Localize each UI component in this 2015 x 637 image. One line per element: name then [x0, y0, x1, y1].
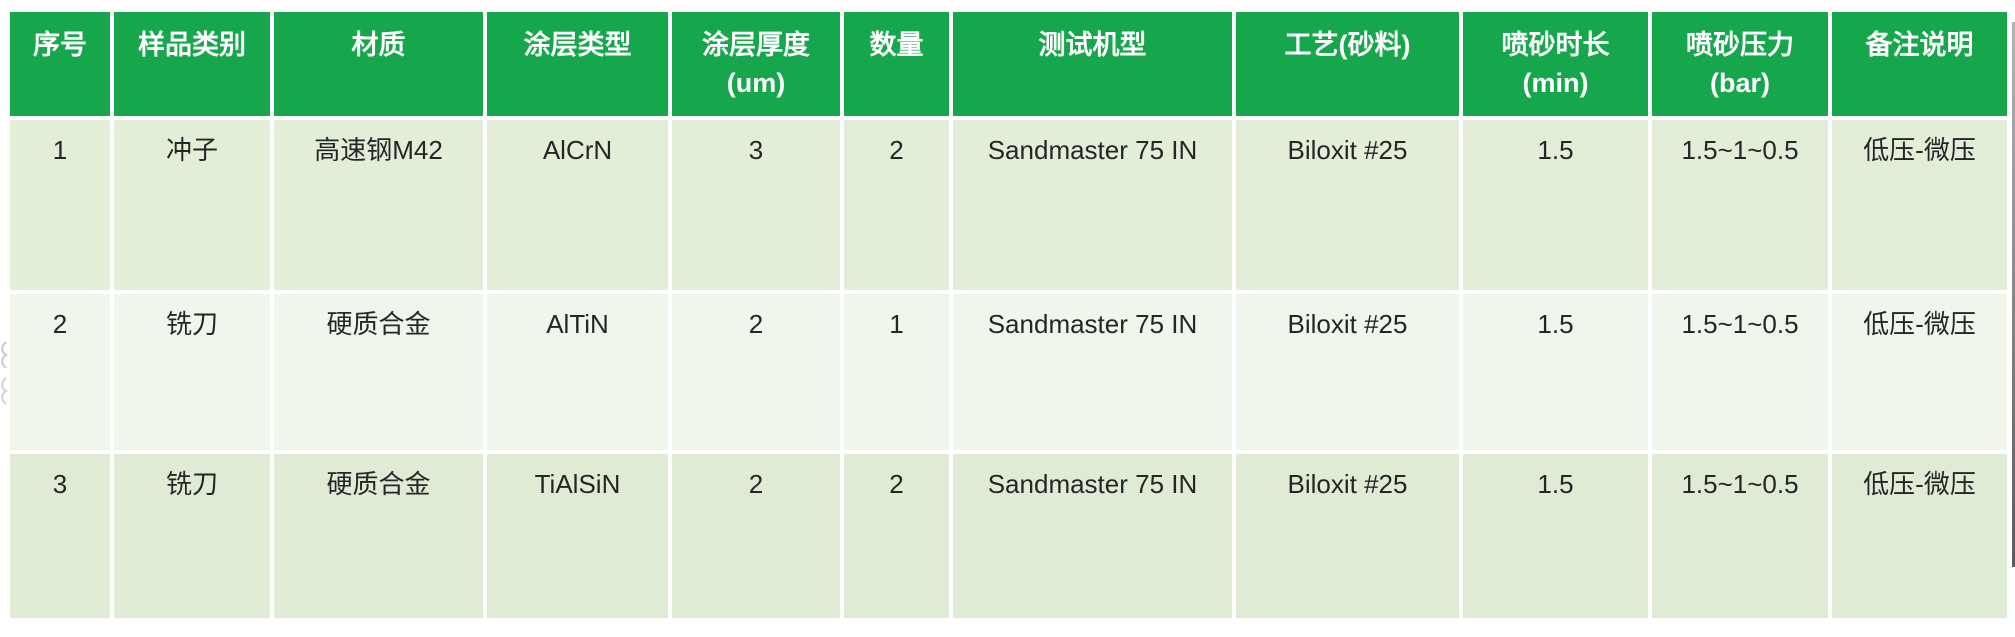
screen-edge-line	[2012, 22, 2015, 567]
col-header-coating-type: 涂层类型	[487, 12, 668, 116]
cell-coating-type: TiAlSiN	[487, 454, 668, 618]
table-header-row: 序号 样品类别 材质 涂层类型 涂层厚度 (um) 数量 测试机型 工艺(砂料) …	[10, 12, 2007, 116]
cell-quantity: 2	[844, 120, 949, 290]
cell-test-machine: Sandmaster 75 IN	[953, 294, 1232, 450]
col-header-label: 工艺(砂料)	[1284, 30, 1411, 60]
sandblasting-test-table: 序号 样品类别 材质 涂层类型 涂层厚度 (um) 数量 测试机型 工艺(砂料) …	[6, 8, 2011, 622]
col-header-label: 数量	[869, 30, 924, 60]
left-edge-pen-mark	[1, 341, 8, 405]
cell-serial: 3	[10, 454, 110, 618]
col-header-unit: (bar)	[1710, 67, 1770, 98]
cell-sample-category: 铣刀	[114, 294, 270, 450]
col-header-blast-pressure: 喷砂压力 (bar)	[1652, 12, 1828, 116]
cell-blast-duration: 1.5	[1463, 454, 1648, 618]
cell-serial: 2	[10, 294, 110, 450]
col-header-remarks: 备注说明	[1832, 12, 2007, 116]
col-header-label: 序号	[33, 30, 87, 60]
cell-remarks: 低压-微压	[1832, 120, 2007, 290]
col-header-label: 喷砂压力	[1686, 30, 1794, 60]
col-header-blast-duration: 喷砂时长 (min)	[1463, 12, 1648, 116]
cell-blast-pressure: 1.5~1~0.5	[1652, 454, 1828, 618]
cell-quantity: 2	[844, 454, 949, 618]
col-header-quantity: 数量	[844, 12, 949, 116]
cell-blast-pressure: 1.5~1~0.5	[1652, 120, 1828, 290]
col-header-material: 材质	[274, 12, 483, 116]
col-header-coating-thickness: 涂层厚度 (um)	[672, 12, 840, 116]
col-header-test-machine: 测试机型	[953, 12, 1232, 116]
cell-material: 高速钢M42	[274, 120, 483, 290]
col-header-label: 涂层厚度	[702, 30, 810, 60]
cell-quantity: 1	[844, 294, 949, 450]
table-row: 2 铣刀 硬质合金 AlTiN 2 1 Sandmaster 75 IN Bil…	[10, 294, 2007, 450]
col-header-label: 样品类别	[138, 30, 246, 60]
cell-test-machine: Sandmaster 75 IN	[953, 454, 1232, 618]
col-header-label: 涂层类型	[523, 30, 632, 60]
table-row: 3 铣刀 硬质合金 TiAlSiN 2 2 Sandmaster 75 IN B…	[10, 454, 2007, 618]
cell-process-abrasive: Biloxit #25	[1236, 454, 1459, 618]
cell-process-abrasive: Biloxit #25	[1236, 294, 1459, 450]
col-header-process-abrasive: 工艺(砂料)	[1236, 12, 1459, 116]
col-header-unit: (min)	[1522, 67, 1589, 98]
col-header-label: 材质	[351, 30, 406, 60]
cell-material: 硬质合金	[274, 454, 483, 618]
cell-material: 硬质合金	[274, 294, 483, 450]
col-header-label: 测试机型	[1038, 30, 1147, 60]
col-header-label: 喷砂时长	[1501, 30, 1610, 60]
col-header-label: 备注说明	[1865, 30, 1974, 60]
cell-remarks: 低压-微压	[1832, 454, 2007, 618]
cell-process-abrasive: Biloxit #25	[1236, 120, 1459, 290]
cell-blast-pressure: 1.5~1~0.5	[1652, 294, 1828, 450]
cell-test-machine: Sandmaster 75 IN	[953, 120, 1232, 290]
cell-coating-type: AlTiN	[487, 294, 668, 450]
cell-remarks: 低压-微压	[1832, 294, 2007, 450]
col-header-serial: 序号	[10, 12, 110, 116]
col-header-sample-category: 样品类别	[114, 12, 270, 116]
cell-sample-category: 冲子	[114, 120, 270, 290]
cell-blast-duration: 1.5	[1463, 294, 1648, 450]
cell-coating-type: AlCrN	[487, 120, 668, 290]
table-row: 1 冲子 高速钢M42 AlCrN 3 2 Sandmaster 75 IN B…	[10, 120, 2007, 290]
cell-coating-thickness: 2	[672, 294, 840, 450]
cell-serial: 1	[10, 120, 110, 290]
cell-sample-category: 铣刀	[114, 454, 270, 618]
cell-blast-duration: 1.5	[1463, 120, 1648, 290]
cell-coating-thickness: 3	[672, 120, 840, 290]
cell-coating-thickness: 2	[672, 454, 840, 618]
sandblasting-test-table-wrap: 序号 样品类别 材质 涂层类型 涂层厚度 (um) 数量 测试机型 工艺(砂料) …	[6, 8, 2011, 622]
col-header-unit: (um)	[726, 67, 786, 98]
